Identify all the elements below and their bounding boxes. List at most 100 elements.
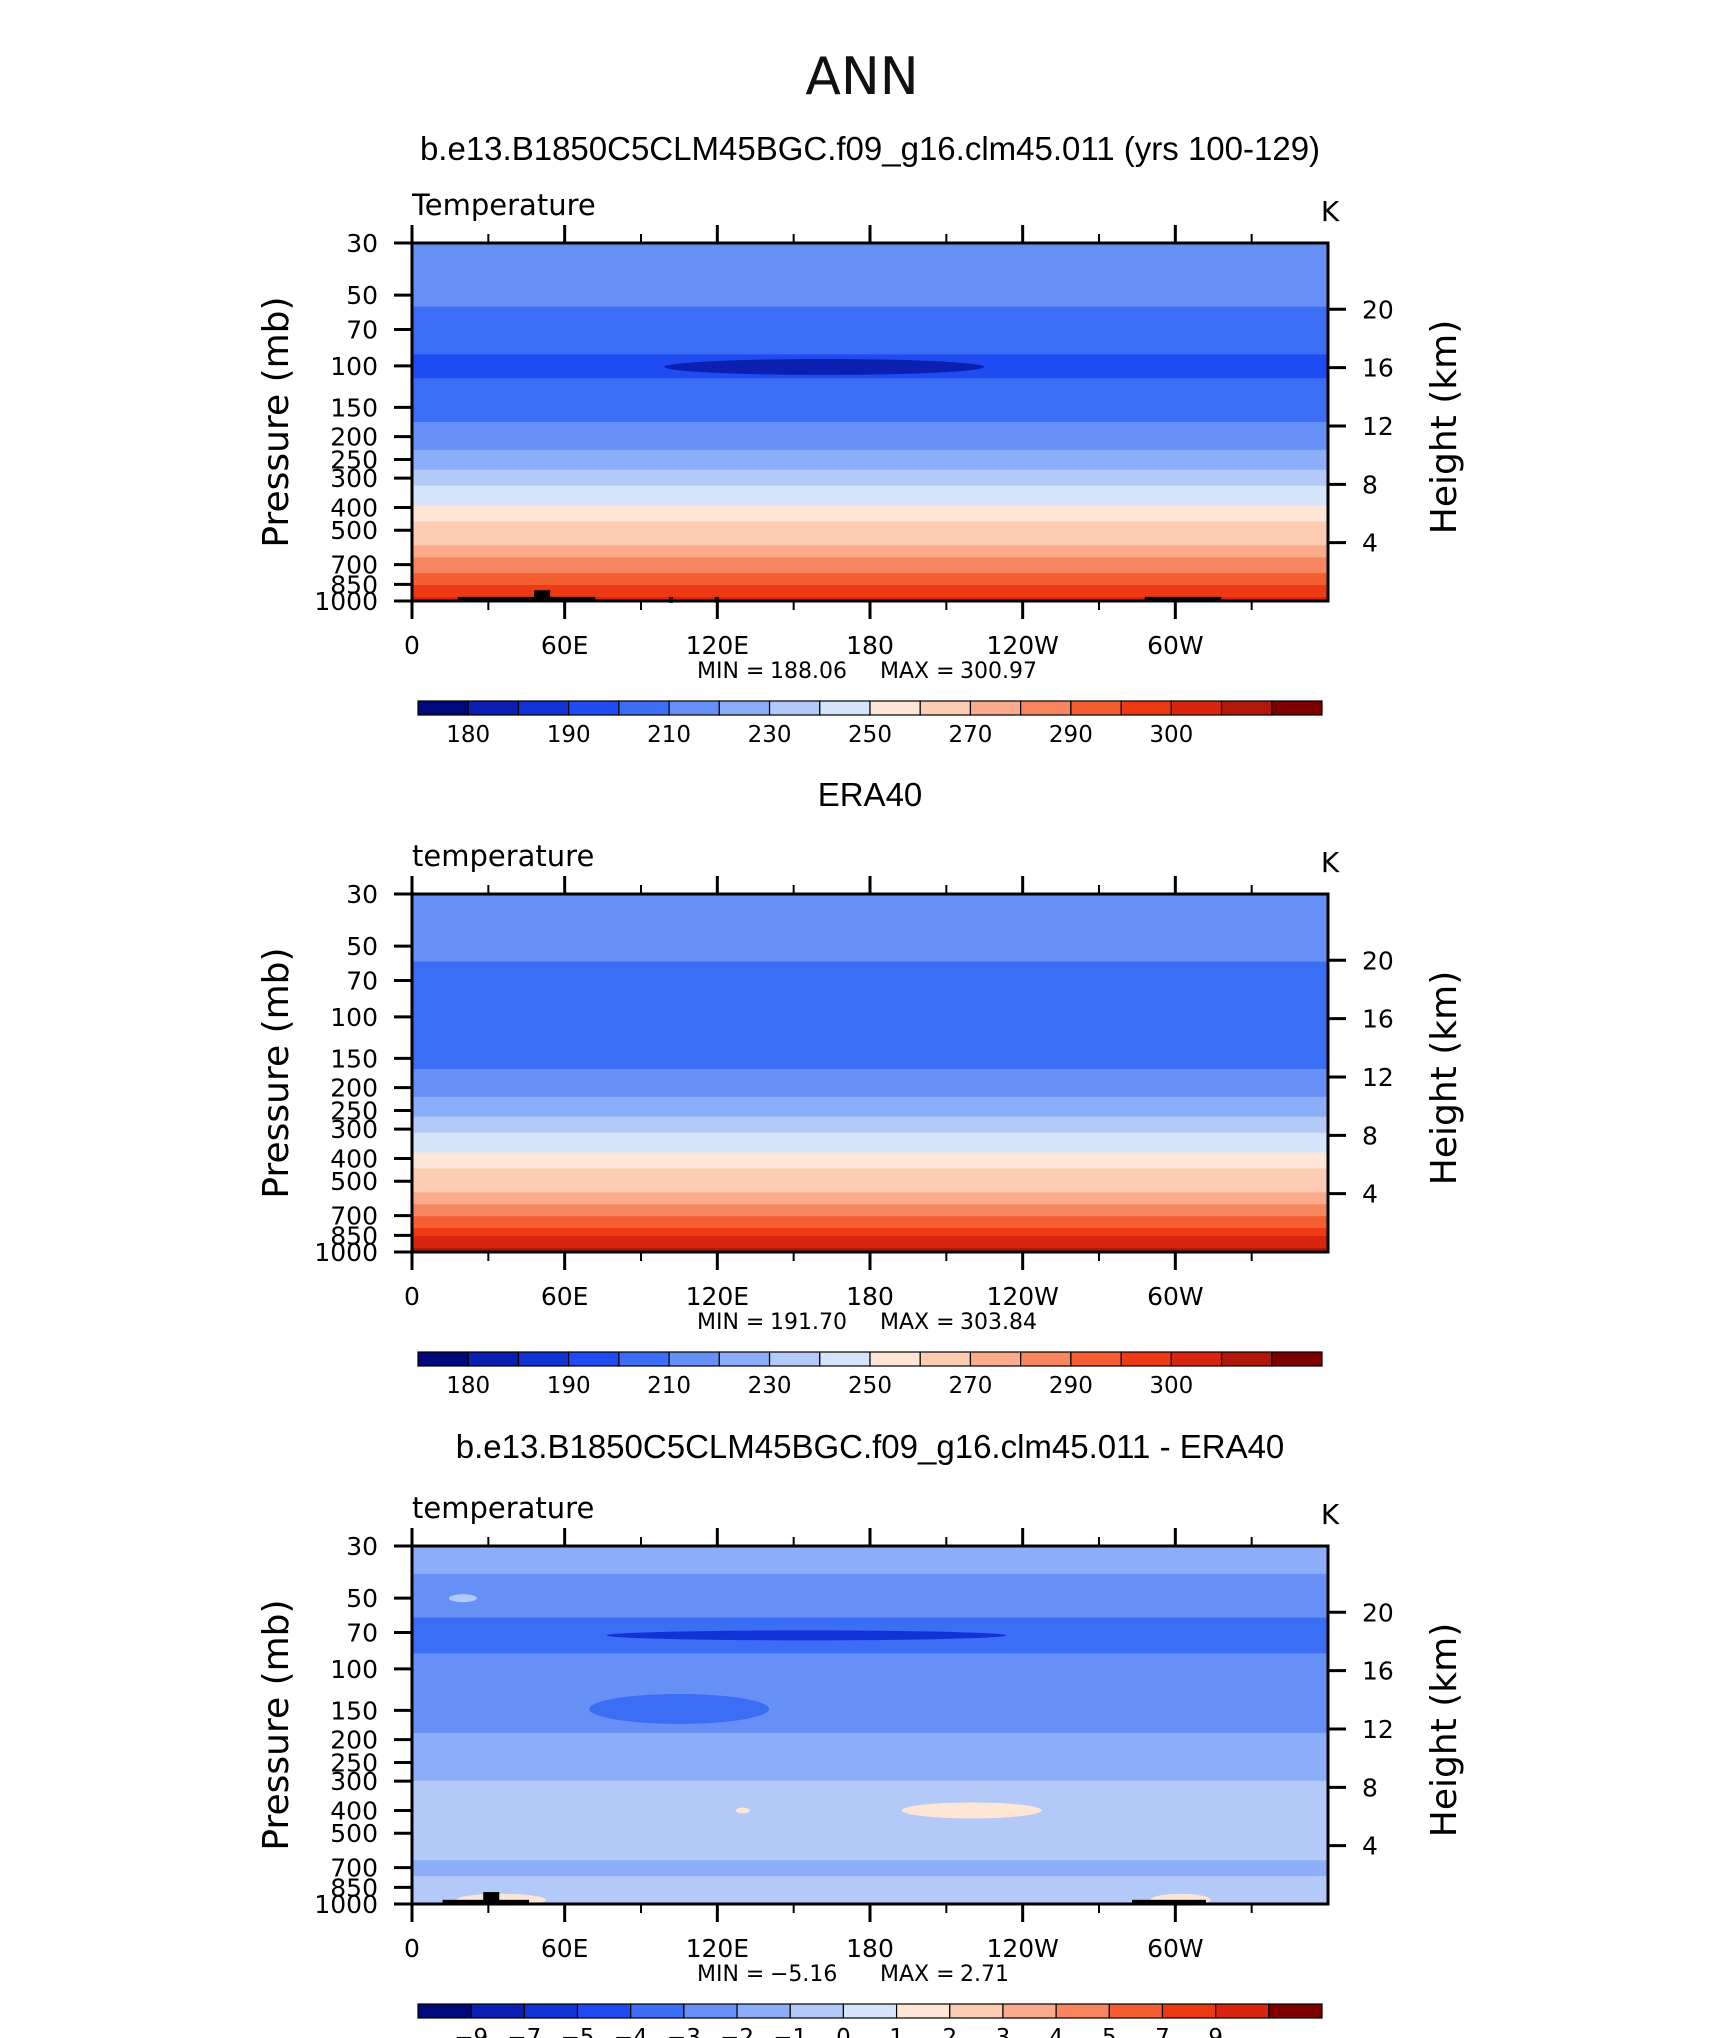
colorbar: −9 −7 −5 −4 −3 −2 −1 0 1 2 3 4 5 7 9 (417, 2003, 1323, 2038)
y-tick-label: 200 (330, 1074, 378, 1103)
colorbar-swatch (683, 2003, 738, 2019)
contour-band (412, 1216, 1328, 1229)
y2-tick-label: 16 (1362, 1005, 1394, 1034)
colorbar-swatch (1108, 2003, 1164, 2019)
colorbar-swatch (1215, 2003, 1270, 2019)
colorbar-label: 230 (748, 722, 792, 748)
y2-tick-label: 12 (1362, 1715, 1394, 1744)
y-tick-label: 50 (346, 281, 378, 310)
colorbar-label: 250 (848, 722, 892, 748)
contour-band (412, 505, 1328, 523)
y-tick-label: 100 (330, 1655, 378, 1684)
panel-title: ERA40 (818, 776, 923, 813)
colorbar-swatch (718, 1351, 771, 1367)
y-tick-label: 150 (330, 1696, 378, 1725)
colorbar-swatch (618, 1351, 670, 1367)
x-tick-label: 0 (404, 1934, 420, 1963)
colorbar-label: 4 (1049, 2025, 1064, 2038)
terrain-mask (483, 1892, 500, 1903)
y2-tick-label: 20 (1362, 295, 1394, 324)
contour-band (412, 1732, 1328, 1782)
colorbar-label: 270 (948, 1373, 992, 1399)
contour-band (412, 1653, 1328, 1734)
contour-band (412, 1096, 1328, 1118)
colorbar-swatch (1070, 700, 1122, 716)
y-tick-label: 1000 (314, 1238, 378, 1267)
contour-band (412, 449, 1328, 471)
contour-band (412, 894, 1328, 963)
colorbar-label: −4 (614, 2025, 648, 2038)
x-tick-label: 60W (1147, 631, 1204, 660)
x-tick-label: 180 (846, 1282, 894, 1311)
y-tick-label: 50 (346, 1584, 378, 1613)
colorbar-swatch (768, 1351, 821, 1367)
max-value: 303.84 (960, 1310, 1037, 1335)
y2-tick-label: 4 (1362, 529, 1378, 558)
terrain-mask (1144, 596, 1222, 601)
x-tick-label: 120E (686, 631, 750, 660)
variable-label: temperature (412, 839, 594, 873)
colorbar-swatch (1161, 2003, 1217, 2019)
units-label: K (1321, 846, 1340, 879)
contour-band (412, 545, 1328, 558)
contour-band (412, 1780, 1328, 1861)
colorbar-swatch (630, 2003, 685, 2019)
y-tick-label: 250 (330, 1748, 378, 1777)
y-tick-label: 700 (330, 1854, 378, 1883)
terrain-mask (1132, 1899, 1206, 1904)
min-label: MIN = (697, 1962, 764, 1987)
contour-band (412, 521, 1328, 546)
min-value: 188.06 (770, 659, 847, 684)
diff-contour (735, 1807, 750, 1814)
colorbar-swatch (969, 700, 1022, 716)
x-tick-label: 120E (686, 1282, 750, 1311)
y-tick-label: 300 (330, 1115, 378, 1144)
y-tick-label: 200 (330, 423, 378, 452)
colorbar-swatch (467, 700, 520, 716)
y2-tick-label: 12 (1362, 412, 1394, 441)
colorbar-swatch (1120, 1351, 1172, 1367)
colorbar-swatch (568, 1351, 620, 1367)
y-axis-title: Pressure (mb) (256, 947, 297, 1198)
y-tick-label: 500 (330, 1819, 378, 1848)
colorbar-swatch (1020, 700, 1072, 716)
colorbar-swatch (842, 2003, 898, 2019)
colorbar-swatch (470, 2003, 525, 2019)
panel-2: ERA40 temperature K 0 60E 120E 180 120W 60W 30 50 7… (256, 776, 1465, 1399)
colorbar-label: 2 (942, 2025, 957, 2038)
contour-band (412, 422, 1328, 451)
y-axis-title: Pressure (mb) (256, 296, 297, 547)
colorbar-swatch (869, 1351, 921, 1367)
x-tick-label: 120W (986, 1934, 1058, 1963)
y-tick-label: 300 (330, 1767, 378, 1796)
contour-band (412, 1168, 1328, 1193)
colorbar-swatch (1268, 2003, 1323, 2019)
colorbar-swatch (1120, 700, 1172, 716)
y-tick-label: 850 (330, 570, 378, 599)
max-value: 300.97 (960, 659, 1037, 684)
panel-title: b.e13.B1850C5CLM45BGC.f09_g16.clm45.011 … (420, 130, 1320, 167)
colorbar-label: 300 (1149, 1373, 1193, 1399)
min-value: 191.70 (770, 1310, 847, 1335)
colorbar-label: −9 (454, 2025, 488, 2038)
colorbar-label: 180 (446, 722, 490, 748)
x-tick-label: 60W (1147, 1282, 1204, 1311)
y-tick-label: 30 (346, 1532, 378, 1561)
max-label: MAX = (880, 659, 955, 684)
contour-band (412, 1204, 1328, 1217)
colorbar-swatch (576, 2003, 632, 2019)
contour-band (412, 597, 1328, 602)
terrain-mask (534, 590, 551, 601)
contour-band (412, 485, 1328, 507)
colorbar-swatch (919, 1351, 972, 1367)
panel-1: b.e13.B1850C5CLM45BGC.f09_g16.clm45.011 … (256, 130, 1465, 748)
y2-tick-label: 16 (1362, 354, 1394, 383)
diff-contour (606, 1630, 1007, 1641)
colorbar-swatch (789, 2003, 845, 2019)
y-tick-label: 70 (346, 967, 378, 996)
colorbar-swatch (668, 1351, 720, 1367)
colorbar-swatch (523, 2003, 579, 2019)
x-tick-label: 60E (541, 1282, 589, 1311)
colorbar-swatch (1271, 1351, 1323, 1367)
